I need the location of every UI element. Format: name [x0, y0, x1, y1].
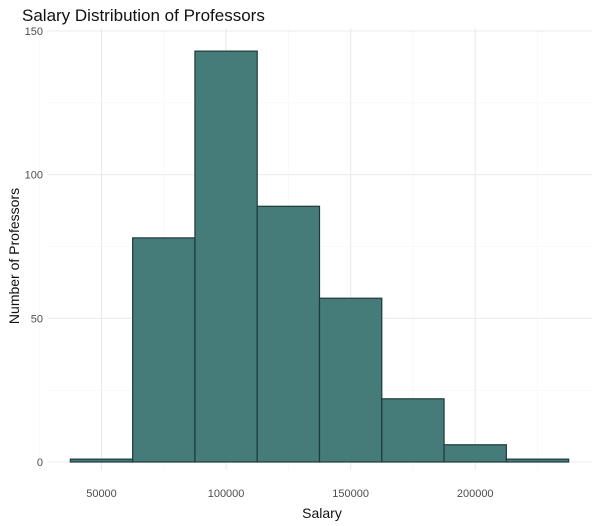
- chart-title: Salary Distribution of Professors: [22, 6, 265, 25]
- histogram-bar-1: [69, 458, 134, 463]
- x-axis-ticks: 50000 100000 150000 200000: [86, 488, 493, 500]
- x-tick-label: 200000: [457, 488, 494, 500]
- x-tick-label: 100000: [208, 488, 245, 500]
- y-tick-label: 150: [25, 26, 43, 38]
- x-tick-label: 150000: [332, 488, 369, 500]
- histogram-bar-3: [194, 50, 258, 463]
- histogram-bar-8: [505, 458, 570, 463]
- histogram-bar-4: [256, 205, 321, 463]
- y-axis-ticks: 0 50 100 150: [25, 26, 43, 469]
- histogram-bars: [69, 50, 570, 463]
- histogram-bar-6: [381, 398, 445, 463]
- x-tick-label: 50000: [86, 488, 117, 500]
- histogram-bar-5: [318, 297, 383, 463]
- x-axis-title: Salary: [302, 505, 342, 521]
- y-tick-label: 100: [25, 170, 43, 182]
- histogram-bar-2: [132, 237, 196, 463]
- y-tick-label: 0: [37, 457, 43, 469]
- y-axis-title: Number of Professors: [6, 188, 22, 324]
- histogram-bar-7: [443, 444, 507, 463]
- y-tick-label: 50: [31, 313, 43, 325]
